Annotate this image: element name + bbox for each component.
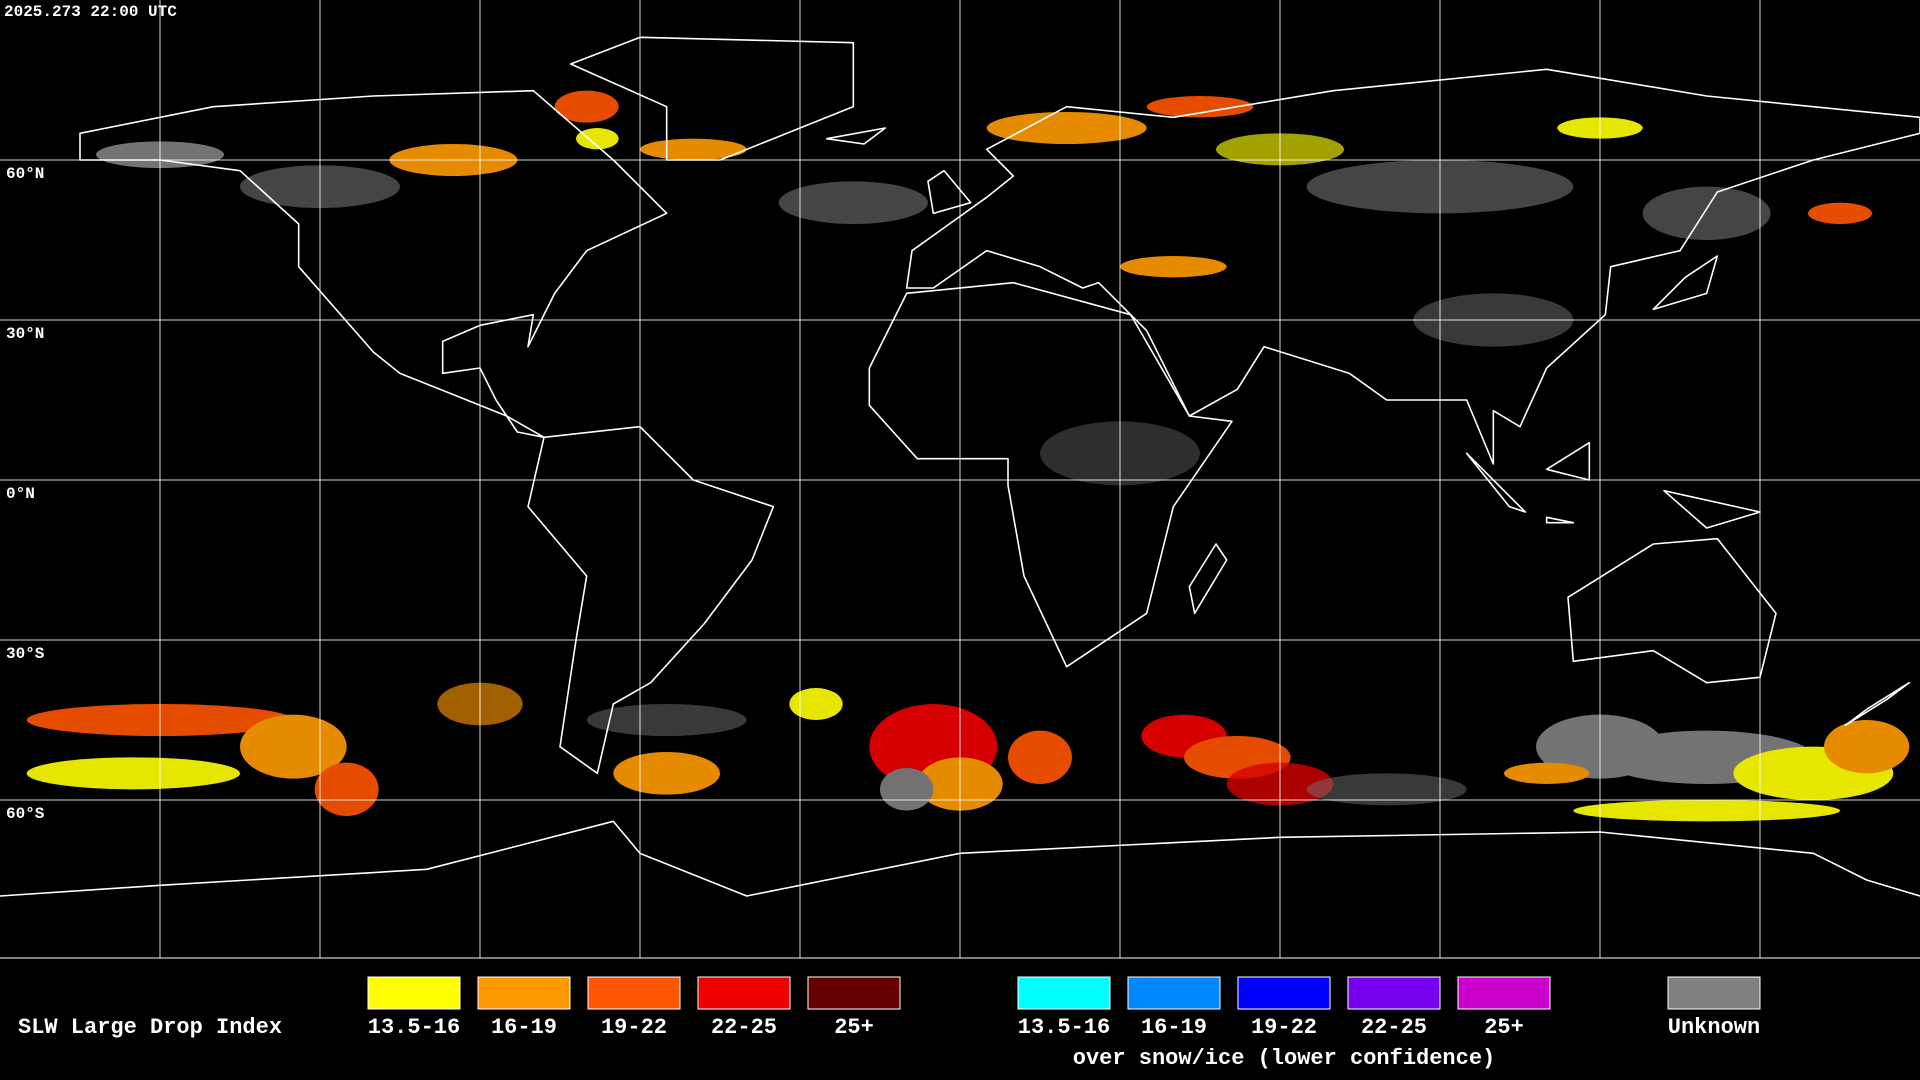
legend-caption: over snow/ice (lower confidence): [1073, 1046, 1495, 1071]
legend-label: 25+: [1484, 1015, 1524, 1040]
map: [0, 37, 1920, 896]
legend-label: 16-19: [1141, 1015, 1207, 1040]
timestamp: 2025.273 22:00 UTC: [4, 3, 177, 21]
graticule: [0, 0, 1920, 958]
legend-label: 22-25: [1361, 1015, 1427, 1040]
legend-swatch: [1667, 976, 1761, 1010]
legend-title: SLW Large Drop Index: [18, 1015, 282, 1040]
latitude-label: 60°N: [6, 165, 44, 183]
legend-swatch: [1347, 976, 1441, 1010]
latitude-label: 30°N: [6, 325, 44, 343]
legend-swatch: [1127, 976, 1221, 1010]
legend-label: 25+: [834, 1015, 874, 1040]
legend-label: 13.5-16: [1018, 1015, 1110, 1040]
legend-swatch: [1017, 976, 1111, 1010]
legend-swatch: [1457, 976, 1551, 1010]
legend-swatch: [697, 976, 791, 1010]
latitude-label: 30°S: [6, 645, 45, 663]
legend-label: 16-19: [491, 1015, 557, 1040]
legend-label: 19-22: [601, 1015, 667, 1040]
legend-swatch: [367, 976, 461, 1010]
legend-swatch: [587, 976, 681, 1010]
legend-swatch: [1237, 976, 1331, 1010]
legend-label: 22-25: [711, 1015, 777, 1040]
latitude-label: 0°N: [6, 485, 35, 503]
legend-swatch: [477, 976, 571, 1010]
legend-label: 19-22: [1251, 1015, 1317, 1040]
legend-label: 13.5-16: [368, 1015, 460, 1040]
legend-swatch: [807, 976, 901, 1010]
latitude-label: 60°S: [6, 805, 45, 823]
legend-label: Unknown: [1668, 1015, 1760, 1040]
